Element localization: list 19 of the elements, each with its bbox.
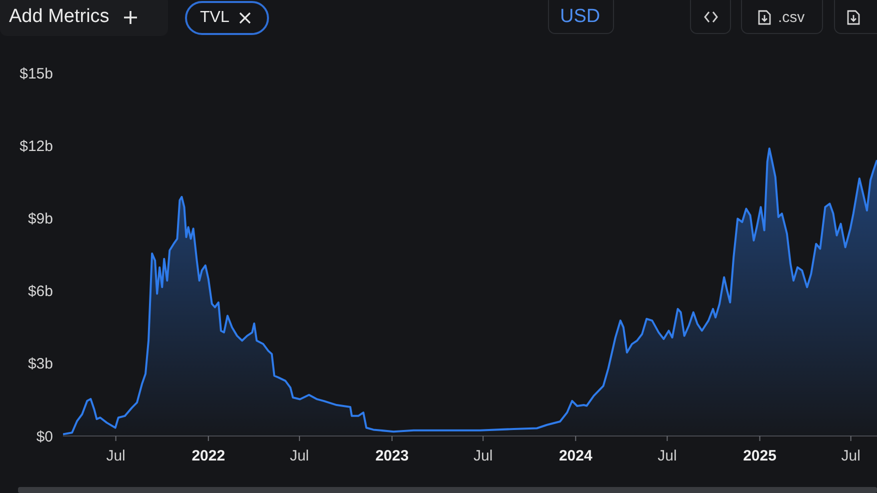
x-tick-label: 2024 <box>558 448 593 465</box>
x-tick-label: Jul <box>473 448 493 465</box>
x-tick-label: Jul <box>841 448 860 465</box>
csv-download-button: .csv <box>741 0 823 34</box>
x-tick-label: Jul <box>658 448 677 465</box>
y-tick-label: $12b <box>20 138 53 155</box>
y-tick-label: $0 <box>36 428 53 446</box>
y-tick-label: $3b <box>28 356 53 373</box>
y-tick-label: $9b <box>28 210 53 228</box>
y-tick-label: $15b <box>20 65 53 82</box>
x-tick-label: Jul <box>290 448 310 465</box>
currency-toggle: USD <box>548 0 614 34</box>
x-tick-label: Jul <box>106 448 126 465</box>
add-metrics-button: Add Metrics <box>0 0 168 36</box>
x-tick-label: 2025 <box>743 448 776 465</box>
y-tick-label: $6b <box>28 283 53 300</box>
metric-chip: TVL <box>185 1 269 35</box>
x-tick-label: 2022 <box>192 448 226 465</box>
x-tick-label: 2023 <box>375 448 409 465</box>
